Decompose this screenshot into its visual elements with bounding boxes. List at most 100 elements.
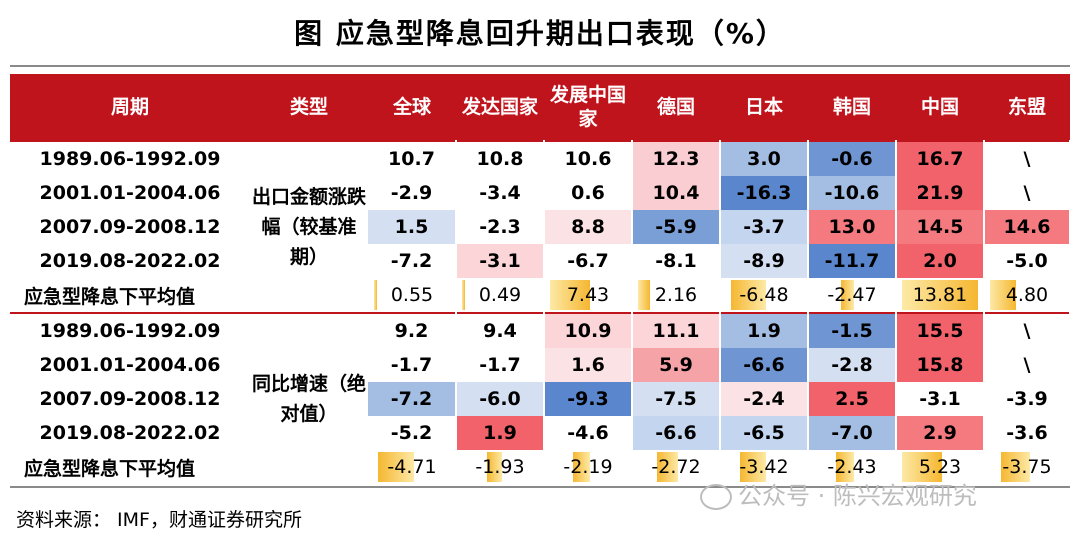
average-value: 5.23 xyxy=(918,456,962,478)
value-cell: -6.5 xyxy=(720,416,809,450)
average-databar xyxy=(487,452,502,482)
average-row: 应急型降息下平均值 0.55 0.49 7.43 2.16 -6.48 -2.47 13.81… xyxy=(10,278,1070,313)
value-cell: -3.7 xyxy=(720,210,809,244)
average-cell: -2.43 xyxy=(808,450,896,484)
average-value: 0.55 xyxy=(390,284,434,306)
value-cell: 5.9 xyxy=(632,348,721,382)
page-title: 图 应急型降息回升期出口表现（%） xyxy=(294,17,786,50)
value-cell: -11.7 xyxy=(808,244,897,278)
header-cell: 东盟 xyxy=(984,74,1070,141)
value-cell: 16.7 xyxy=(896,140,985,176)
value-cell: -1.7 xyxy=(368,348,457,382)
wechat-icon xyxy=(700,484,732,510)
value-cell: 15.5 xyxy=(896,312,985,348)
header-cell: 全球 xyxy=(368,74,456,141)
average-databar xyxy=(902,452,942,482)
value-cell: -4.6 xyxy=(544,416,633,450)
value-cell: \ xyxy=(984,176,1071,210)
value-cell: -2.3 xyxy=(456,210,545,244)
average-cell: -4.71 xyxy=(368,450,456,484)
average-value: 4.80 xyxy=(1005,284,1049,306)
header-cell: 日本 xyxy=(720,74,808,141)
average-databar xyxy=(378,452,414,482)
value-cell: 10.8 xyxy=(456,140,545,176)
average-cell: -1.93 xyxy=(456,450,544,484)
average-cell: 5.23 xyxy=(896,450,984,484)
value-cell: 10.9 xyxy=(544,312,633,348)
type-cell: 出口金额涨跌幅（较基准期） xyxy=(250,140,368,313)
header-cell: 发展中国家 xyxy=(544,74,632,141)
value-cell: \ xyxy=(984,312,1071,348)
average-databar xyxy=(990,280,1016,310)
average-value: -2.72 xyxy=(651,456,701,478)
average-value: 2.16 xyxy=(654,284,698,306)
header-cell: 周期 xyxy=(10,74,250,141)
average-value: -3.42 xyxy=(739,456,789,478)
value-cell: 1.9 xyxy=(456,416,545,450)
average-row: 应急型降息下平均值 -4.71 -1.93 -2.19 -2.72 -3.42 -2.43 5… xyxy=(10,450,1070,484)
value-cell: 10.7 xyxy=(368,140,457,176)
average-databar xyxy=(374,280,377,310)
average-databar xyxy=(836,452,854,482)
average-databar xyxy=(731,280,766,310)
value-cell: -1.7 xyxy=(456,348,545,382)
value-cell: -16.3 xyxy=(720,176,809,210)
average-databar xyxy=(573,452,590,482)
average-databar xyxy=(462,280,465,310)
value-cell: -5.0 xyxy=(984,244,1071,278)
value-cell: -6.6 xyxy=(632,416,721,450)
value-cell: -6.7 xyxy=(544,244,633,278)
table-row: 1989.06-1992.09 同比增速（绝对值） 9.2 9.4 10.9 11.1 1.… xyxy=(10,312,1071,484)
header-cell: 发达国家 xyxy=(456,74,544,141)
header-cell: 韩国 xyxy=(808,74,896,141)
value-cell: -5.9 xyxy=(632,210,721,244)
value-cell: -8.9 xyxy=(720,244,809,278)
average-databar xyxy=(657,452,678,482)
table-row: 1989.06-1992.09 出口金额涨跌幅（较基准期） 10.7 10.8 10.6… xyxy=(10,140,1071,313)
value-cell: 14.6 xyxy=(984,210,1071,244)
value-cell: -7.0 xyxy=(808,416,897,450)
value-cell: 1.5 xyxy=(368,210,457,244)
value-cell: -10.6 xyxy=(808,176,897,210)
average-databar xyxy=(638,280,650,310)
table-bottom-rule xyxy=(10,486,1070,488)
value-cell: 1.6 xyxy=(544,348,633,382)
average-databar xyxy=(902,280,978,310)
header-cell: 类型 xyxy=(250,74,368,141)
value-cell: 9.4 xyxy=(456,312,545,348)
average-databar xyxy=(550,280,590,310)
table-row: 2019.08-2022.02 -7.2 -3.1 -6.7 -8.1 -8.9 -11.7… xyxy=(10,244,1071,278)
average-value: -3.75 xyxy=(1002,456,1052,478)
value-cell: 8.8 xyxy=(544,210,633,244)
table-row: 2019.08-2022.02 -5.2 1.9 -4.6 -6.6 -6.5 -7.0 2.… xyxy=(10,416,1071,450)
value-cell: -7.5 xyxy=(632,382,721,416)
average-cell: -2.47 xyxy=(808,278,896,313)
value-cell: 2.9 xyxy=(896,416,985,450)
value-cell: \ xyxy=(984,348,1071,382)
average-value: -2.43 xyxy=(827,456,877,478)
average-cell: -3.75 xyxy=(984,450,1070,484)
average-cell: -2.19 xyxy=(544,450,632,484)
period-cell: 2001.01-2004.06 xyxy=(39,354,221,376)
export-table-container: 周期 类型 全球 发达国家 发展中国家 德国 日本 韩国 中国 东盟 1989.06-1992.0… xyxy=(10,74,1071,484)
value-cell: 21.9 xyxy=(896,176,985,210)
value-cell: 10.6 xyxy=(544,140,633,176)
watermark-text: 公众号 · 陈兴宏观研究 xyxy=(738,482,977,510)
table-row: 2001.01-2004.06 -2.9 -3.4 0.6 10.4 -16.3 -10.6… xyxy=(10,176,1071,210)
average-databar xyxy=(841,280,854,310)
value-cell: -2.9 xyxy=(368,176,457,210)
average-value: -6.48 xyxy=(739,284,789,306)
value-cell: -3.6 xyxy=(984,416,1071,450)
average-cell: 0.49 xyxy=(456,278,544,313)
average-value: 13.81 xyxy=(912,284,968,306)
value-cell: 13.0 xyxy=(808,210,897,244)
value-cell: 12.3 xyxy=(632,140,721,176)
average-cell: -3.42 xyxy=(720,450,808,484)
period-cell: 2007.09-2008.12 xyxy=(39,216,221,238)
export-table: 周期 类型 全球 发达国家 发展中国家 德国 日本 韩国 中国 东盟 1989.06-1992.0… xyxy=(10,74,1071,484)
header-cell: 德国 xyxy=(632,74,720,141)
value-cell: 10.4 xyxy=(632,176,721,210)
average-databar xyxy=(1001,452,1030,482)
table-row: 2007.09-2008.12 1.5 -2.3 8.8 -5.9 -3.7 13.0 14.… xyxy=(10,210,1071,244)
value-cell: -8.1 xyxy=(632,244,721,278)
